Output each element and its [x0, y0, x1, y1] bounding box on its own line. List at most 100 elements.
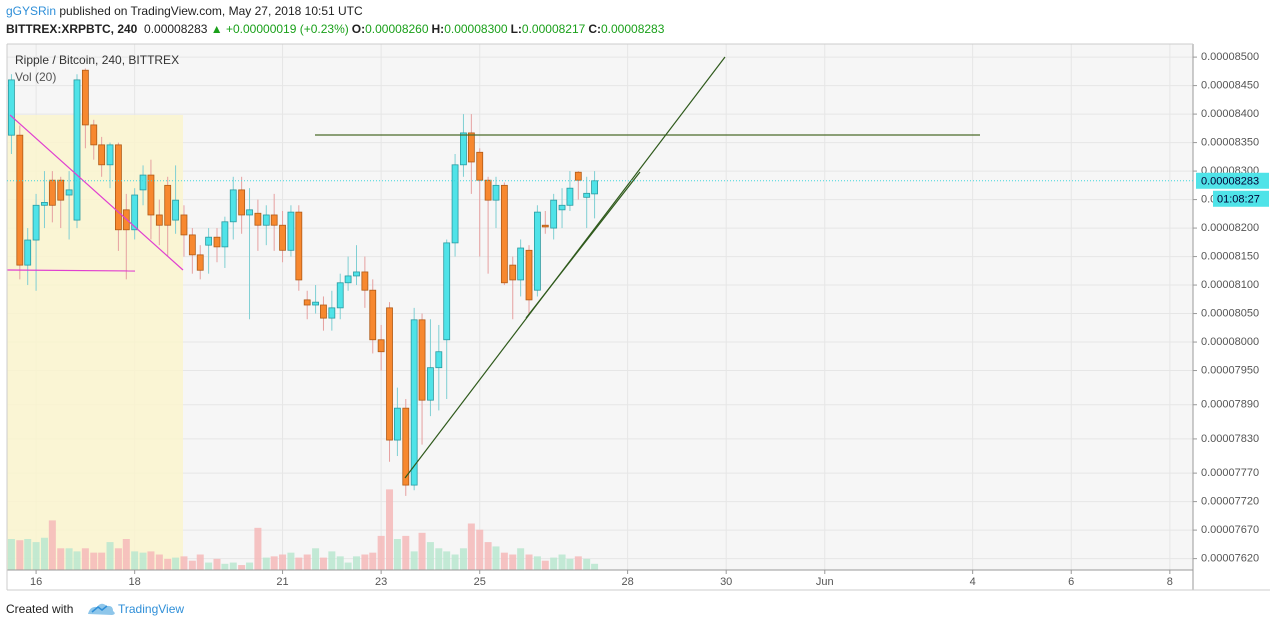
- candle-body: [147, 174, 155, 216]
- candle-body: [139, 174, 147, 191]
- volume-bar: [229, 562, 237, 570]
- candle-body: [238, 189, 246, 216]
- candle-body: [328, 307, 336, 319]
- ohlc-value: 0.00008217: [521, 22, 586, 36]
- volume-bar: [205, 562, 213, 570]
- volume-bar: [139, 552, 147, 570]
- y-tick-label: 0.00008000: [1201, 336, 1259, 348]
- volume-bar: [500, 552, 508, 570]
- y-tick-label: 0.00008350: [1201, 136, 1259, 148]
- volume-bar: [426, 542, 434, 570]
- volume-bar: [386, 489, 394, 570]
- y-tick-label: 0.00008500: [1201, 51, 1259, 63]
- candle-body: [460, 132, 467, 166]
- candle-body: [180, 214, 188, 236]
- volume-bar: [106, 542, 114, 570]
- change: ▲ +0.00000019 (+0.23%): [210, 22, 349, 36]
- volume-bar: [155, 554, 163, 570]
- volume-bar: [410, 551, 418, 570]
- volume-bar: [312, 548, 320, 570]
- volume-bar: [484, 542, 492, 570]
- candle-body: [295, 211, 303, 281]
- candle-body: [558, 204, 566, 211]
- candle-body: [583, 192, 591, 198]
- candle-body: [410, 319, 418, 486]
- volume-bar: [541, 560, 549, 570]
- candle-body: [336, 282, 344, 309]
- publish-line: gGYSRin published on TradingView.com, Ma…: [6, 4, 363, 18]
- volume-bar: [517, 548, 525, 570]
- candle-body: [229, 189, 237, 223]
- volume-bar: [65, 548, 73, 570]
- volume-bar: [451, 554, 459, 570]
- footer: Created with: [6, 602, 73, 616]
- candle-body: [566, 187, 574, 206]
- volume-bar: [377, 535, 385, 570]
- candle-body: [32, 204, 40, 241]
- volume-bar: [295, 557, 303, 570]
- candle-body: [435, 351, 443, 369]
- volume-bar: [476, 529, 484, 570]
- volume-bar: [550, 557, 558, 570]
- candle-body: [394, 407, 401, 441]
- ohlc-key: H:: [431, 22, 445, 36]
- candle-body: [221, 221, 229, 248]
- y-tick-label: 0.00008100: [1201, 279, 1259, 291]
- volume-bar: [238, 565, 246, 570]
- candle-body: [500, 184, 508, 284]
- volume-bar: [262, 557, 270, 570]
- author[interactable]: gGYSRin: [6, 4, 57, 18]
- candle-body: [164, 184, 172, 226]
- volume-bar: [509, 554, 517, 570]
- y-tick-label: 0.00007770: [1201, 467, 1259, 479]
- grid: [7, 44, 1193, 570]
- candle-body: [8, 79, 15, 136]
- volume-bar: [24, 539, 32, 570]
- y-tick-label: 0.00008050: [1201, 307, 1259, 319]
- volume-bar: [393, 539, 401, 570]
- last-price-label: 0.00008283: [1201, 176, 1259, 188]
- candle-body: [81, 69, 89, 126]
- candle-body: [90, 124, 98, 146]
- brand[interactable]: TradingView: [118, 602, 185, 616]
- volume-bar: [492, 546, 500, 570]
- volume-bar: [328, 551, 336, 570]
- x-tick-label: 8: [1167, 576, 1173, 588]
- candle-body: [65, 189, 73, 196]
- volume-bar: [32, 542, 40, 570]
- y-tick-label: 0.00007720: [1201, 496, 1259, 508]
- volume-bar: [574, 556, 582, 570]
- candle-body: [254, 212, 262, 226]
- volume-bar: [319, 557, 327, 570]
- volume-bar: [558, 554, 566, 570]
- x-tick-label: 4: [970, 576, 976, 588]
- y-tick-label: 0.00008200: [1201, 222, 1259, 234]
- candle-body: [246, 209, 253, 216]
- volume-bar: [467, 523, 475, 570]
- x-tick-label: Jun: [816, 576, 834, 588]
- candle-body: [24, 239, 32, 266]
- candle-body: [73, 79, 81, 221]
- candle-body: [492, 184, 500, 201]
- candle-body: [550, 199, 558, 229]
- candle-body: [402, 407, 410, 486]
- volume-bar: [180, 556, 188, 570]
- x-tick-label: 16: [30, 576, 42, 588]
- volume-bar: [48, 520, 56, 570]
- volume-bar: [131, 551, 139, 570]
- volume-bar: [591, 563, 599, 570]
- y-tick-label: 0.00008400: [1201, 108, 1259, 120]
- volume-bar: [213, 558, 221, 570]
- candle-body: [525, 249, 533, 301]
- volume-bar: [533, 556, 541, 570]
- volume-bar: [221, 563, 229, 570]
- volume-bar: [98, 552, 106, 570]
- volume-bar: [279, 554, 287, 570]
- candle-body: [16, 134, 24, 266]
- candles: [8, 68, 598, 496]
- volume-bar: [147, 551, 155, 570]
- y-tick-label: 0.00007890: [1201, 399, 1259, 411]
- ohlc-value: 0.00008283: [601, 22, 665, 36]
- volume-bar: [336, 556, 344, 570]
